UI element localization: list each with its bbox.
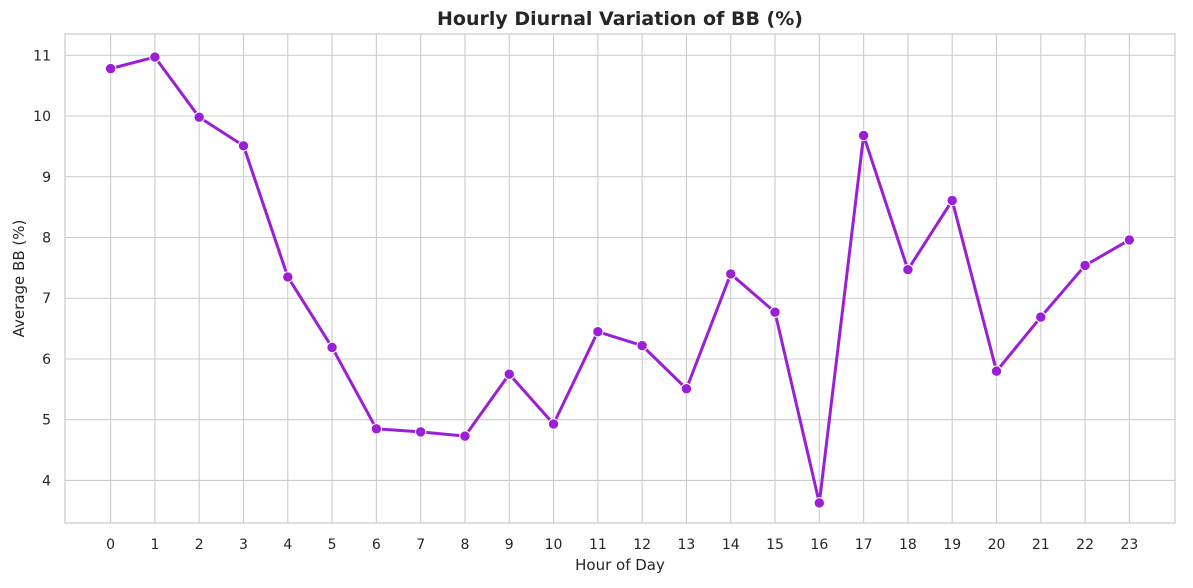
data-point xyxy=(1035,311,1047,323)
data-point xyxy=(370,423,383,435)
series-line xyxy=(109,55,1131,505)
x-tick-label: 2 xyxy=(195,537,204,553)
data-point xyxy=(503,368,515,380)
y-tick-label: 9 xyxy=(42,170,51,186)
data-point xyxy=(946,194,958,207)
x-tick-label: 16 xyxy=(810,537,828,553)
x-tick-label: 11 xyxy=(589,537,607,553)
data-point xyxy=(636,339,648,352)
x-tick-label: 17 xyxy=(855,537,873,553)
x-tick-label: 7 xyxy=(416,537,425,553)
data-point xyxy=(725,268,737,280)
x-tick-label: 14 xyxy=(722,537,740,553)
y-tick-label: 5 xyxy=(42,413,51,429)
data-point xyxy=(1123,234,1136,246)
y-tick-label: 4 xyxy=(42,473,51,489)
x-tick-label: 18 xyxy=(899,537,917,553)
grid xyxy=(65,34,1175,523)
x-tick-label: 13 xyxy=(678,537,696,553)
y-axis-title: Average BB (%) xyxy=(10,220,28,338)
data-point xyxy=(326,341,338,354)
data-point xyxy=(592,325,604,338)
x-tick-label: 20 xyxy=(988,537,1006,553)
data-point xyxy=(237,140,250,152)
y-tick-label: 10 xyxy=(33,109,51,125)
data-point xyxy=(902,263,914,276)
data-point xyxy=(813,497,826,509)
data-point xyxy=(990,365,1003,377)
data-point xyxy=(769,306,781,318)
x-tick-label: 9 xyxy=(505,537,514,553)
x-tick-label: 22 xyxy=(1076,537,1094,553)
y-tick-label: 6 xyxy=(42,352,51,368)
x-tick-label: 0 xyxy=(106,537,115,553)
data-point xyxy=(857,129,870,142)
tick-labels: 0 1 2 3 4 5 6 7 8 9 10 11 12 13 14 15 16 17 18 19 20 21 22 2345… xyxy=(33,48,1138,553)
x-tick-label: 3 xyxy=(239,537,248,553)
y-tick-label: 8 xyxy=(42,230,51,246)
x-tick-label: 23 xyxy=(1120,537,1138,553)
x-tick-label: 15 xyxy=(766,537,784,553)
x-tick-label: 8 xyxy=(461,537,470,553)
data-point xyxy=(414,426,427,438)
series-layer xyxy=(104,51,1136,509)
data-point xyxy=(680,383,693,395)
data-point xyxy=(547,418,560,430)
data-point xyxy=(1079,259,1091,272)
x-tick-label: 21 xyxy=(1032,537,1050,553)
x-tick-label: 6 xyxy=(372,537,381,553)
x-tick-label: 1 xyxy=(150,537,159,553)
plot-area xyxy=(64,33,1176,524)
x-tick-label: 19 xyxy=(943,537,961,553)
chart-title: Hourly Diurnal Variation of BB (%) xyxy=(437,8,803,30)
y-tick-label: 7 xyxy=(42,291,51,307)
x-tick-label: 12 xyxy=(633,537,651,553)
data-point xyxy=(282,271,294,283)
x-axis-title: Hour of Day xyxy=(575,556,665,574)
data-point xyxy=(193,111,205,123)
y-tick-label: 11 xyxy=(33,48,51,64)
x-tick-label: 10 xyxy=(545,537,563,553)
x-tick-label: 5 xyxy=(328,537,337,553)
data-point xyxy=(149,51,161,63)
data-point xyxy=(104,62,117,75)
x-tick-label: 4 xyxy=(283,537,292,553)
data-point xyxy=(459,430,471,442)
